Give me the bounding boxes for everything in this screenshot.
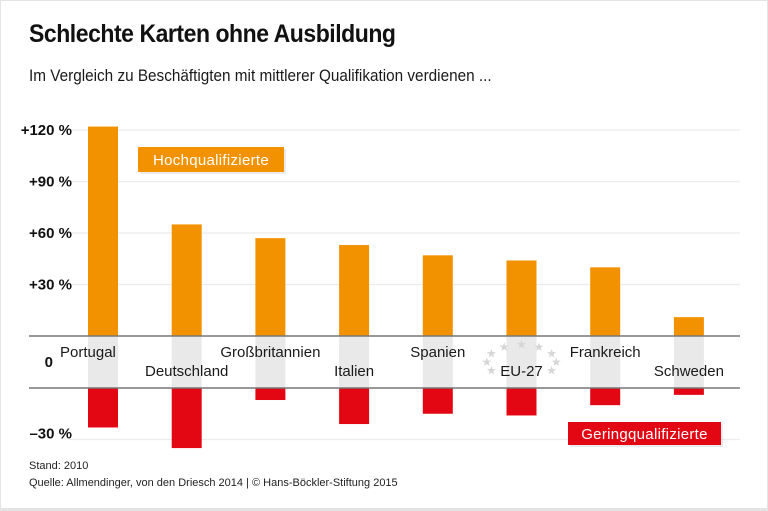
legend-label: Hochqualifizierte [153,152,269,169]
legend-label: Geringqualifizierte [581,426,708,443]
bar-high-italien [339,245,370,336]
bar-high-großbritannien [255,238,286,336]
bar-low-italien [339,388,370,425]
bar-low-frankreich [590,388,621,406]
category-label: Spanien [410,344,465,361]
footer-source: Quelle: Allmendinger, von den Driesch 20… [29,477,398,489]
y-tick-label: –30 % [29,426,72,443]
bar-low-großbritannien [255,388,286,401]
bar-high-deutschland [171,224,202,336]
eu-star: ★ [546,364,557,378]
bar-low-portugal [88,388,118,428]
category-label: Deutschland [145,363,228,380]
chart-subtitle: Im Vergleich zu Beschäftigten mit mittle… [29,66,492,85]
y-tick-label: +120 % [21,122,72,139]
eu-stars-icon: ★ ★ ★★★★★★ ★ [481,338,561,378]
category-band [339,336,370,388]
series-hochqualifizierte [88,126,704,336]
series-geringqualifizierte [88,388,704,449]
bar-high-portugal [88,126,118,336]
chart-title: Schlechte Karten ohne Ausbildung [29,20,396,48]
category-label: Portugal [60,344,116,361]
y-tick-label: +30 % [29,277,72,294]
category-band [255,336,286,388]
footer-stand: Stand: 2010 [29,460,89,472]
y-tick-label: 0 [45,354,53,371]
eu-star: ★ [551,355,562,369]
bar-high-schweden [673,317,704,336]
eu-star: ★ [546,346,557,360]
category-label: Italien [334,363,374,380]
category-bands [88,336,704,388]
y-tick-label: +60 % [29,225,72,242]
bar-high-eu-27 [506,260,537,336]
legend-hochqualifizierte: Hochqualifizierte [138,147,286,174]
bar-high-frankreich [590,267,621,336]
gridlines [69,129,740,441]
bar-low-deutschland [171,388,202,449]
eu-star: ★ [499,340,510,354]
bar-low-spanien [422,388,453,414]
zero-lines [29,335,740,389]
bar-low-eu-27 [506,388,537,416]
category-label: Schweden [654,363,724,380]
category-label: Frankreich [570,344,641,361]
category-labels: Portugal Deutschland Großbritannien Italien… [60,344,724,380]
category-band [590,336,621,388]
category-label: EU-27 [500,363,543,380]
eu-star: ★ [481,355,492,369]
y-tick-labels: +120 % +90 % +60 % +30 % 0 –30 % [21,122,72,443]
bar-low-schweden [673,388,704,395]
eu-star: ★ [486,364,497,378]
category-band [506,336,537,388]
category-band [171,336,202,388]
category-label: Großbritannien [220,344,320,361]
eu-star: ★ [534,340,545,354]
eu-star: ★ [516,338,527,352]
y-tick-label: +90 % [29,174,72,191]
legend-geringqualifizierte: Geringqualifizierte [568,422,723,447]
bar-high-spanien [422,255,453,336]
category-band [422,336,453,388]
eu-star: ★ [486,346,497,360]
category-band [88,336,118,388]
category-band [673,336,704,388]
legend: Hochqualifizierte Geringqualifizierte [138,147,723,447]
